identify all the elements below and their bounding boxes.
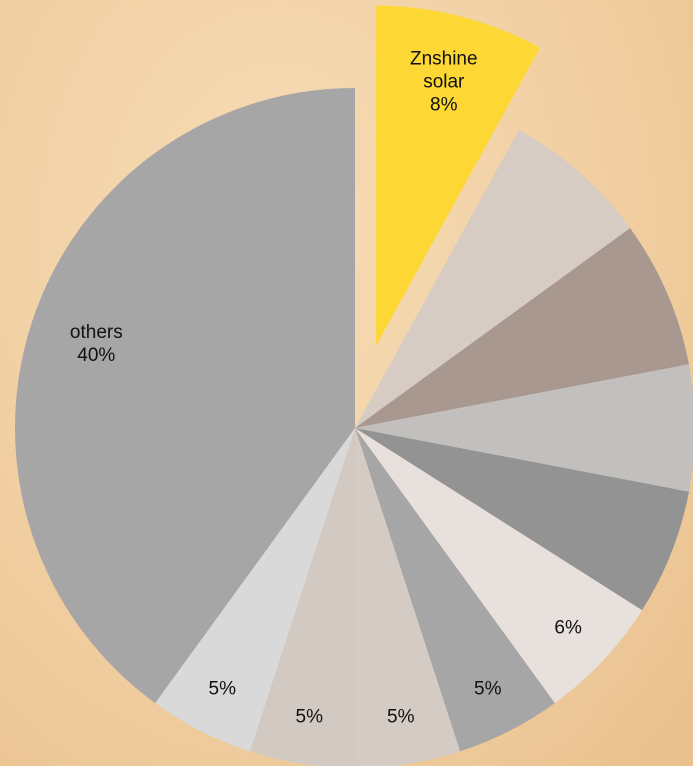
chart: Znshine solar8%6%5%5%5%5%others40% xyxy=(0,0,693,766)
data-label: 5% xyxy=(446,677,530,700)
value-label: 5% xyxy=(359,705,443,728)
value-label: 5% xyxy=(446,677,530,700)
value-label: 8% xyxy=(402,94,486,117)
value-label: 5% xyxy=(267,705,351,728)
pie-area xyxy=(0,0,693,766)
value-label: 5% xyxy=(180,677,264,700)
value-label: 6% xyxy=(526,617,610,640)
value-label: 40% xyxy=(54,344,138,367)
category-label: others xyxy=(54,321,138,344)
data-label: 6% xyxy=(526,617,610,640)
data-label: 5% xyxy=(267,705,351,728)
data-label: 5% xyxy=(180,677,264,700)
category-label: Znshine solar xyxy=(402,48,486,94)
data-label: 5% xyxy=(359,705,443,728)
